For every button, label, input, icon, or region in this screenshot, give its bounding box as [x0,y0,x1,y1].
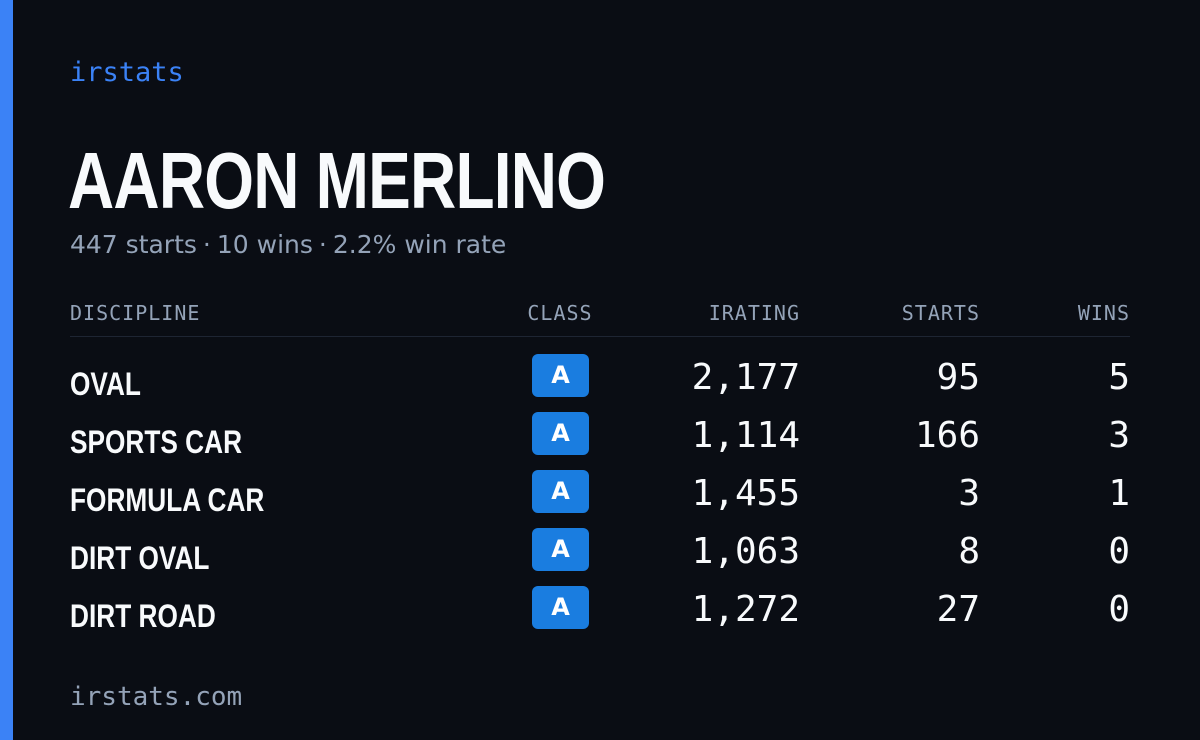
discipline-name: OVAL [70,366,141,402]
class-badge: A [532,412,589,455]
discipline-name: DIRT ROAD [70,598,216,634]
summary-win-rate: 2.2% win rate [332,230,507,259]
header-starts: STARTS [901,301,980,325]
brand-logo-text: irstats [70,57,184,88]
irating-value: 1,114 [691,415,800,456]
discipline-name: FORMULA CAR [70,482,265,518]
starts-value: 166 [914,415,980,456]
driver-summary: 447 starts · 10 wins · 2.2% win rate [70,228,506,262]
footer-url[interactable]: irstats.com [70,682,243,712]
table-row: OVAL A 2,177 95 5 [70,350,1130,408]
discipline-name: SPORTS CAR [70,424,243,460]
driver-name: AARON MERLINO [68,136,606,225]
summary-wins: 10 wins [216,230,313,259]
class-badge: A [532,354,589,397]
wins-value: 5 [1108,357,1130,398]
header-wins: WINS [1077,301,1130,325]
wins-value: 1 [1108,473,1130,514]
irating-value: 1,272 [691,589,800,630]
table-row: SPORTS CAR A 1,114 166 3 [70,408,1130,466]
table-row: DIRT ROAD A 1,272 27 0 [70,582,1130,640]
accent-bar [0,0,13,740]
discipline-name: DIRT OVAL [70,540,210,576]
table-row: DIRT OVAL A 1,063 8 0 [70,524,1130,582]
wins-value: 0 [1108,589,1130,630]
stats-table: OVAL A 2,177 95 5 SPORTS CAR A 1,114 166… [70,350,1130,640]
table-row: FORMULA CAR A 1,455 3 1 [70,466,1130,524]
class-badge: A [532,528,589,571]
class-badge: A [532,586,589,629]
starts-value: 8 [958,531,980,572]
irating-value: 1,063 [691,531,800,572]
summary-starts: 447 starts [70,230,197,259]
starts-value: 27 [936,589,980,630]
summary-separator: · [202,230,211,259]
class-badge: A [532,470,589,513]
header-class: CLASS [527,301,593,325]
summary-separator: · [318,230,327,259]
wins-value: 3 [1108,415,1130,456]
irating-value: 1,455 [691,473,800,514]
header-irating: IRATING [708,301,800,325]
wins-value: 0 [1108,531,1130,572]
table-header: DISCIPLINE CLASS IRATING STARTS WINS [70,300,1130,337]
header-discipline: DISCIPLINE [70,301,201,325]
starts-value: 3 [958,473,980,514]
starts-value: 95 [936,357,980,398]
irating-value: 2,177 [691,357,800,398]
